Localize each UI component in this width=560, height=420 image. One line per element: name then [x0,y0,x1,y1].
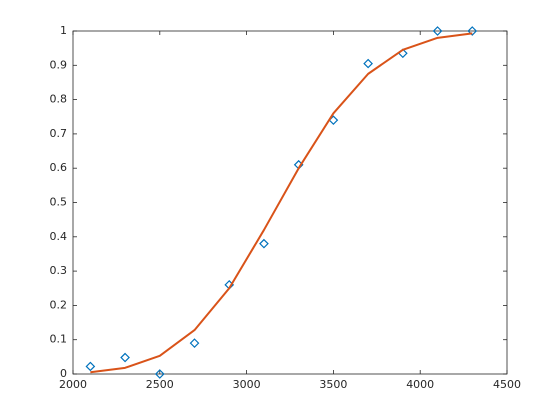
marker [432,26,443,36]
x-tick-label: 3500 [319,378,347,391]
marker [120,352,130,363]
x-tick-label: 2500 [146,378,174,391]
y-tick-label: 0.2 [50,298,68,311]
line [90,32,473,374]
x-tick-label: 3000 [233,378,261,391]
marker [85,361,96,372]
marker [467,26,478,36]
y-tick-label: 0.1 [50,333,68,346]
y-tick-label: 0 [60,367,67,380]
y-tick-label: 0.3 [50,264,68,277]
y-tick-label: 1 [60,24,67,37]
marker [154,369,165,379]
y-tick-label: 0.7 [50,127,68,140]
plot-box [72,30,508,375]
y-tick-label: 0.5 [50,196,68,209]
x-tick-label: 4000 [406,378,434,391]
y-tick-label: 0.8 [50,93,68,106]
x-tick-label: 2000 [59,378,87,391]
marker [363,58,373,69]
marker [189,338,200,348]
marker [259,238,269,249]
x-tick-label: 4500 [493,378,521,391]
y-tick-label: 0.6 [50,161,68,174]
y-tick-label: 0.4 [50,230,68,243]
y-tick-label: 0.9 [50,58,68,71]
